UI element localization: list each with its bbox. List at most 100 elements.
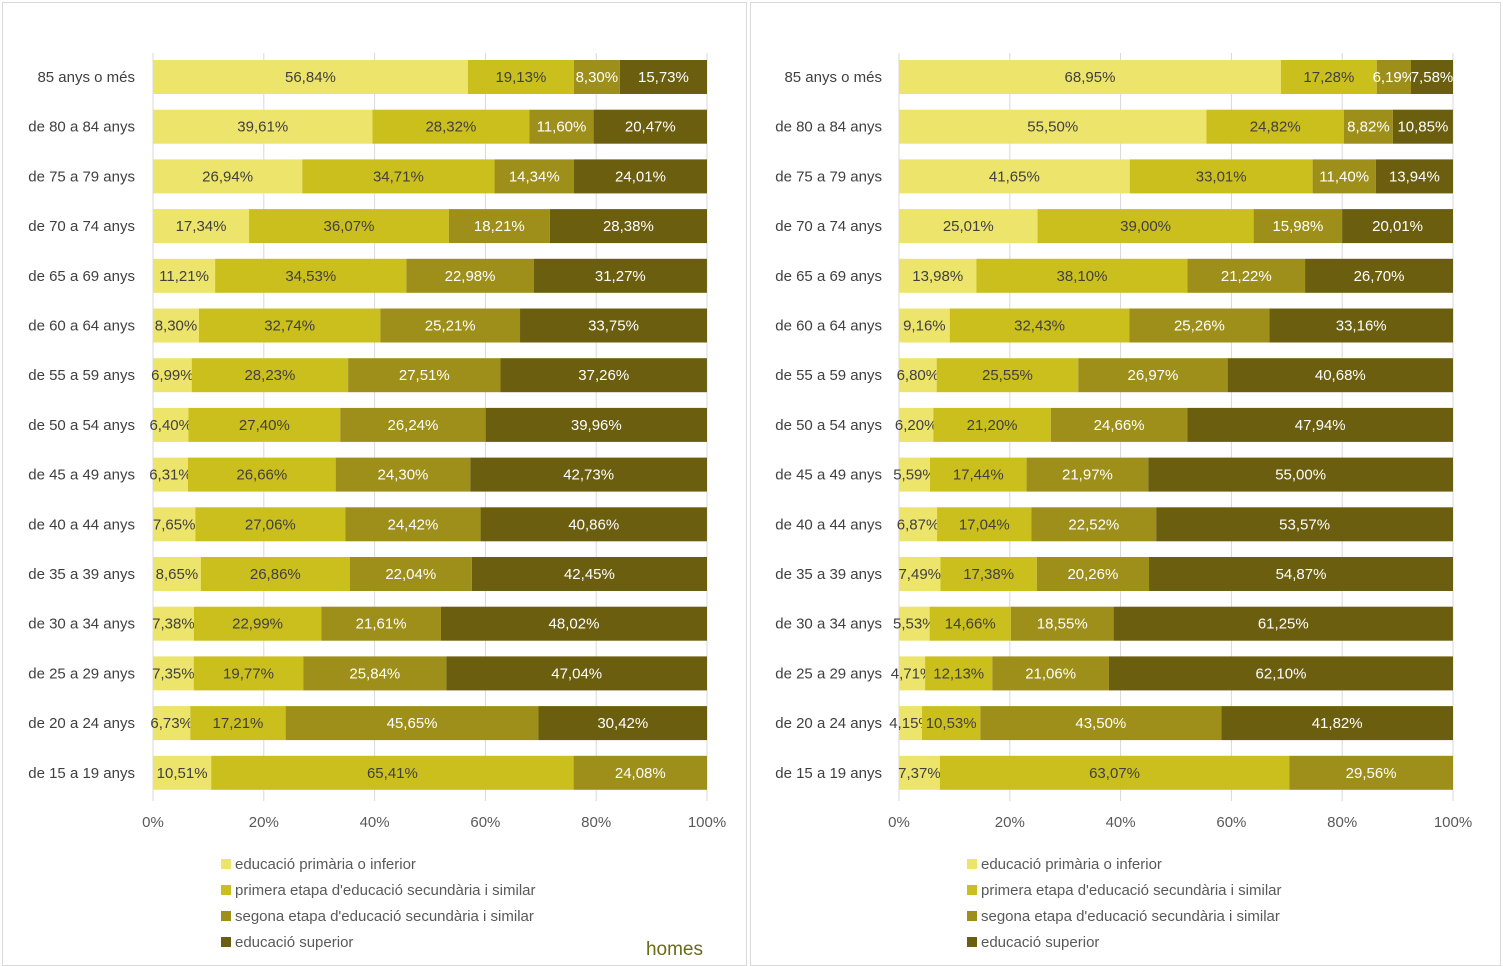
bar-segment <box>153 557 201 591</box>
bar-segment <box>929 606 1011 641</box>
bar-segment <box>193 656 304 691</box>
data-label: 38,10% <box>1057 268 1108 285</box>
bar-segment <box>899 407 934 442</box>
bar-segment <box>348 358 501 393</box>
legend-swatch <box>967 885 977 895</box>
legend-label: educació primària o inferior <box>981 856 1162 873</box>
data-label: 31,27% <box>595 268 646 285</box>
bar-segment <box>899 60 1281 94</box>
data-label: 13,94% <box>1389 168 1440 185</box>
data-label: 25,21% <box>425 318 476 335</box>
bar-segment <box>480 507 707 542</box>
data-label: 25,01% <box>943 218 994 235</box>
data-label: 42,45% <box>564 566 615 583</box>
bar-segment <box>573 755 707 790</box>
legend-swatch <box>221 885 231 895</box>
data-label: 47,04% <box>551 665 602 682</box>
data-label: 37,26% <box>578 367 629 384</box>
data-label: 61,25% <box>1258 616 1309 633</box>
data-label: 22,99% <box>232 616 283 633</box>
x-tick-label: 0% <box>888 814 910 831</box>
data-label: 10,85% <box>1397 119 1448 136</box>
bar-segment <box>573 60 620 94</box>
bar-segment <box>1227 358 1453 393</box>
data-label: 28,38% <box>603 218 654 235</box>
data-label: 33,01% <box>1196 168 1247 185</box>
data-label: 15,73% <box>638 69 689 86</box>
bar-segment <box>1187 258 1306 293</box>
bar-segment <box>937 507 1032 542</box>
bar-segment <box>899 358 937 393</box>
bar-segment <box>1375 159 1453 194</box>
bar-segment <box>153 358 192 393</box>
bar-segment <box>1148 457 1453 492</box>
data-label: 24,01% <box>615 168 666 185</box>
bar-segment <box>921 706 981 741</box>
category-label: de 15 a 19 anys <box>775 765 882 782</box>
bar-segment <box>153 258 216 293</box>
data-label: 17,28% <box>1303 69 1354 86</box>
bar-segment <box>980 706 1222 741</box>
category-label: de 55 a 59 anys <box>28 367 135 384</box>
bar-segment <box>500 358 707 393</box>
bar-segment <box>1280 60 1377 94</box>
category-label: de 50 a 54 anys <box>775 417 882 434</box>
category-label: de 80 a 84 anys <box>28 119 135 136</box>
category-label: de 20 a 24 anys <box>775 715 882 732</box>
bar-segment <box>1305 258 1453 293</box>
bar-segment <box>467 60 574 94</box>
bar-segment <box>976 258 1188 293</box>
category-label: de 60 a 64 anys <box>28 318 135 335</box>
bar-segment <box>1108 656 1453 691</box>
data-label: 12,13% <box>933 665 984 682</box>
data-label: 6,87% <box>897 516 940 533</box>
data-label: 39,61% <box>237 119 288 136</box>
bar-segment <box>1010 606 1114 641</box>
x-tick-label: 40% <box>360 814 390 831</box>
data-label: 22,52% <box>1068 516 1119 533</box>
category-label: de 45 a 49 anys <box>28 467 135 484</box>
legend-swatch <box>221 937 231 947</box>
bar-segment <box>470 457 707 492</box>
category-label: de 65 a 69 anys <box>28 268 135 285</box>
category-label: de 65 a 69 anys <box>775 268 882 285</box>
data-label: 24,82% <box>1250 119 1301 136</box>
data-label: 41,82% <box>1312 715 1363 732</box>
bar-segment <box>1376 60 1412 94</box>
category-label: de 75 a 79 anys <box>775 168 882 185</box>
x-tick-label: 80% <box>581 814 611 831</box>
bar-segment <box>939 755 1290 790</box>
bar-segment <box>533 258 707 293</box>
bar-segment <box>349 557 472 591</box>
bar-segment <box>1037 209 1254 244</box>
bar-segment <box>899 656 926 691</box>
category-label: de 20 a 24 anys <box>28 715 135 732</box>
data-label: 55,50% <box>1027 119 1078 136</box>
bar-segment <box>619 60 707 94</box>
bar-segment <box>471 557 707 591</box>
bar-segment <box>406 258 534 293</box>
data-label: 18,55% <box>1037 616 1088 633</box>
chart-panel-left: 0% 20% 40% 60% 80% 100% 85 anys o més 56,84% 19,… <box>2 2 747 966</box>
bar-segment <box>899 209 1038 244</box>
data-label: 65,41% <box>367 765 418 782</box>
bar-segment <box>153 755 212 790</box>
category-label: de 25 a 29 anys <box>28 665 135 682</box>
bar-segment <box>529 109 594 144</box>
data-label: 14,34% <box>509 168 560 185</box>
data-label: 8,30% <box>576 69 619 86</box>
data-label: 9,16% <box>903 318 946 335</box>
data-label: 17,44% <box>953 467 1004 484</box>
x-tick-label: 20% <box>995 814 1025 831</box>
data-label: 36,07% <box>324 218 375 235</box>
x-tick-label: 60% <box>1216 814 1246 831</box>
data-label: 6,19% <box>1373 69 1416 86</box>
data-label: 6,73% <box>150 715 193 732</box>
legend-swatch <box>221 859 231 869</box>
x-tick-label: 100% <box>688 814 726 831</box>
data-label: 56,84% <box>285 69 336 86</box>
data-label: 20,26% <box>1067 566 1118 583</box>
data-label: 13,98% <box>912 268 963 285</box>
bar-segment <box>899 755 940 790</box>
legend-swatch <box>967 937 977 947</box>
